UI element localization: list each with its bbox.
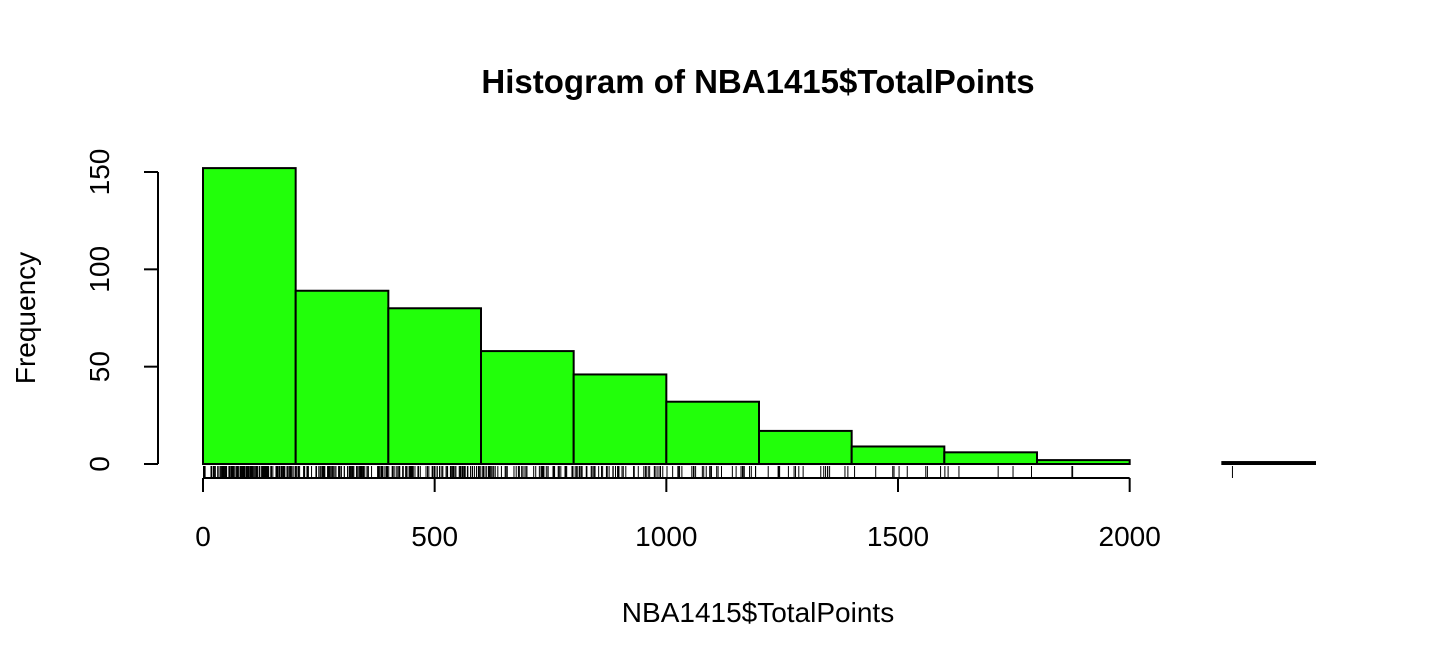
histogram-bar (665, 400, 760, 465)
y-axis: 0 50 100 150 (84, 149, 159, 472)
y-tick-label: 150 (84, 149, 115, 196)
y-tick-label: 0 (84, 456, 115, 472)
bars-group (202, 167, 1317, 466)
x-tick-label: 1000 (635, 521, 697, 552)
x-axis-label: NBA1415$TotalPoints (622, 597, 894, 628)
histogram-bar (943, 451, 1038, 466)
x-tick-label: 1500 (867, 521, 929, 552)
histogram-bar (387, 307, 483, 465)
histogram-bar (758, 429, 853, 466)
x-tick-label: 500 (411, 521, 458, 552)
histogram-bar (850, 445, 946, 466)
y-tick-label: 50 (84, 351, 115, 382)
histogram-bar (572, 373, 668, 466)
histogram-bar (1036, 459, 1131, 465)
histogram-bar (202, 167, 297, 466)
histogram-bar (480, 350, 575, 465)
x-tick-label: 2000 (1099, 521, 1161, 552)
y-tick-label: 100 (84, 246, 115, 293)
y-axis-label: Frequency (10, 252, 41, 384)
chart-title: Histogram of NBA1415$TotalPoints (481, 63, 1034, 100)
x-tick-label: 0 (195, 521, 211, 552)
rug-group (203, 466, 1233, 478)
x-axis: 0 500 1000 1500 2000 (195, 477, 1161, 552)
histogram-bar (294, 289, 390, 465)
histogram-bar (1221, 461, 1317, 466)
